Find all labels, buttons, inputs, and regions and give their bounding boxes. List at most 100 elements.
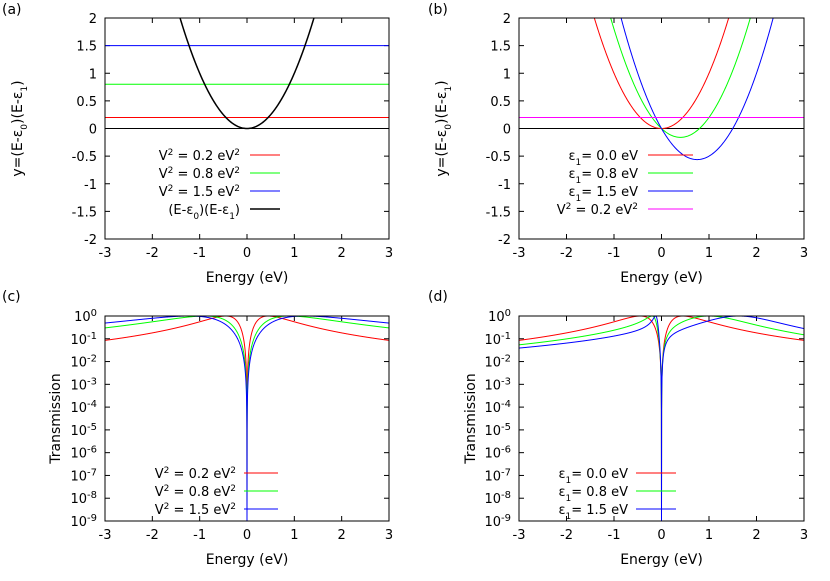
y-tick-label: 10-2 bbox=[484, 353, 511, 371]
y-tick-label: -0.5 bbox=[486, 150, 511, 165]
y-tick-label: 10-9 bbox=[484, 513, 511, 531]
x-tick-label: 0 bbox=[657, 246, 665, 261]
legend-entry-label: (E-ε0)(E-ε1) bbox=[168, 203, 240, 222]
series-b-2-curve bbox=[620, 18, 774, 161]
legend-entry-label: V2 = 0.8 eV2 bbox=[155, 484, 236, 500]
plot-frame bbox=[518, 315, 805, 522]
legend-entry-label: V2 = 0.8 eV2 bbox=[159, 166, 240, 182]
y-tick-label: 10-3 bbox=[484, 376, 511, 394]
legend-entry-label: ε1= 0.0 eV bbox=[569, 149, 639, 168]
legend-entry-label: V2 = 0.2 eV2 bbox=[159, 148, 240, 164]
series-d-1-curve bbox=[519, 316, 804, 521]
legend-entry-label: V2 = 1.5 eV2 bbox=[155, 502, 236, 518]
x-axis-label: Energy (eV) bbox=[620, 270, 703, 286]
y-tick-label: 10-8 bbox=[484, 490, 511, 508]
series-c-0-curve bbox=[105, 316, 389, 521]
y-tick-label: -1 bbox=[84, 178, 97, 193]
y-tick-label: -0.5 bbox=[72, 150, 97, 165]
x-tick-label: 2 bbox=[338, 528, 346, 543]
y-tick-label: 100 bbox=[74, 308, 97, 326]
x-tick-label: -3 bbox=[513, 528, 526, 543]
panel-c: (c) -3 -2 -1 0 1 2 3 100 10-1 10-2 10-3 10-4 10-5 10-6… bbox=[2, 289, 393, 568]
y-tick-label: 10-8 bbox=[70, 490, 97, 508]
panel-b: (b)-3 -2 -1 0 1 2 321.510.50-0.5-1-1.5-2Energy… bbox=[428, 2, 808, 286]
x-tick-label: 0 bbox=[243, 528, 251, 543]
plot-frame bbox=[104, 315, 390, 522]
legend-entry-label: V2 = 1.5 eV2 bbox=[159, 184, 240, 200]
y-tick-label: 10-1 bbox=[70, 330, 97, 348]
y-tick-label: -1.5 bbox=[486, 205, 511, 220]
x-tick-label: 3 bbox=[800, 528, 808, 543]
panel-label-b: (b) bbox=[428, 2, 448, 18]
x-tick-label: 1 bbox=[705, 246, 713, 261]
x-axis-label: Energy (eV) bbox=[206, 270, 289, 286]
legend-entry-label: V2 = 0.2 eV2 bbox=[557, 202, 638, 218]
y-tick-label: 10-4 bbox=[484, 399, 511, 417]
legend-c: V2 = 0.2 eV2 V2 = 0.8 eV2 V2 = 1.5 eV2 bbox=[155, 466, 278, 518]
x-tick-label: -1 bbox=[193, 246, 206, 261]
x-tick-label: -1 bbox=[608, 528, 621, 543]
series-c-2-curve bbox=[105, 316, 389, 521]
x-tick-label: 3 bbox=[385, 528, 393, 543]
x-tick-label: 1 bbox=[290, 246, 298, 261]
panel-label-a: (a) bbox=[2, 2, 22, 18]
panel-label-d: (d) bbox=[428, 289, 448, 305]
legend-entry-label: ε1= 1.5 eV bbox=[569, 185, 639, 204]
y-tick-label: 10-9 bbox=[70, 513, 97, 531]
y-tick-label: -1 bbox=[498, 178, 511, 193]
x-tick-label: 3 bbox=[800, 246, 808, 261]
x-tick-label: -1 bbox=[608, 246, 621, 261]
x-tick-label: 2 bbox=[752, 528, 760, 543]
plot-frame bbox=[104, 17, 390, 240]
legend-entry-label: ε1= 0.8 eV bbox=[569, 167, 639, 186]
x-tick-label: 1 bbox=[290, 528, 298, 543]
y-tick-label: 10-6 bbox=[484, 444, 511, 462]
y-tick-label: 0 bbox=[503, 123, 511, 138]
y-tick-label: 2 bbox=[89, 12, 97, 27]
x-axis-label: Energy (eV) bbox=[620, 552, 703, 568]
series-d-0-curve bbox=[519, 316, 804, 521]
x-tick-label: 3 bbox=[385, 246, 393, 261]
y-tick-label: 10-4 bbox=[70, 399, 97, 417]
legend-entry-label: ε1= 0.0 eV bbox=[559, 467, 629, 486]
y-tick-label: 10-5 bbox=[484, 421, 511, 439]
legend-entry-label: V2 = 0.2 eV2 bbox=[155, 466, 236, 482]
x-tick-label: -3 bbox=[99, 528, 112, 543]
y-tick-label: 1.5 bbox=[76, 40, 97, 55]
y-tick-label: 10-5 bbox=[70, 421, 97, 439]
y-tick-label: 10-1 bbox=[484, 330, 511, 348]
y-tick-label: 10-7 bbox=[70, 467, 97, 485]
legend-entry-label: ε1= 1.5 eV bbox=[559, 503, 629, 522]
x-tick-label: 0 bbox=[657, 528, 665, 543]
legend-entry-label: ε1= 0.8 eV bbox=[559, 485, 629, 504]
y-tick-label: 0.5 bbox=[490, 95, 511, 110]
y-axis-label: y=(E-ε0)(E-ε1) bbox=[434, 80, 454, 176]
x-tick-label: 2 bbox=[752, 246, 760, 261]
y-axis-label: Transmission bbox=[48, 373, 64, 464]
legend-a: V2 = 0.2 eV2 V2 = 0.8 eV2 V2 = 1.5 eV2 (E-ε… bbox=[159, 148, 280, 222]
x-tick-label: 2 bbox=[338, 246, 346, 261]
x-tick-label: -2 bbox=[146, 246, 159, 261]
x-tick-label: 0 bbox=[243, 246, 251, 261]
panel-d: (d) -3 -2 -1 0 1 2 3 100 10-1 10-2 10-3 10-4 10-5 10-6… bbox=[428, 289, 808, 568]
y-tick-label: -2 bbox=[498, 233, 511, 248]
y-tick-label: -1.5 bbox=[72, 205, 97, 220]
y-tick-label: 0 bbox=[89, 123, 97, 138]
x-tick-label: -3 bbox=[513, 246, 526, 261]
y-tick-label: 2 bbox=[503, 12, 511, 27]
y-tick-label: 10-2 bbox=[70, 353, 97, 371]
y-tick-label: 1 bbox=[89, 67, 97, 82]
y-tick-label: 10-6 bbox=[70, 444, 97, 462]
y-tick-label: -2 bbox=[84, 233, 97, 248]
x-tick-label: -1 bbox=[193, 528, 206, 543]
x-tick-label: -2 bbox=[560, 246, 573, 261]
y-tick-label: 1.5 bbox=[490, 40, 511, 55]
y-tick-label: 10-3 bbox=[70, 376, 97, 394]
y-axis-label: Transmission bbox=[463, 373, 479, 464]
y-axis-label: y=(E-ε0)(E-ε1) bbox=[10, 80, 30, 176]
y-tick-label: 1 bbox=[503, 67, 511, 82]
series-d-2-curve bbox=[519, 316, 804, 521]
